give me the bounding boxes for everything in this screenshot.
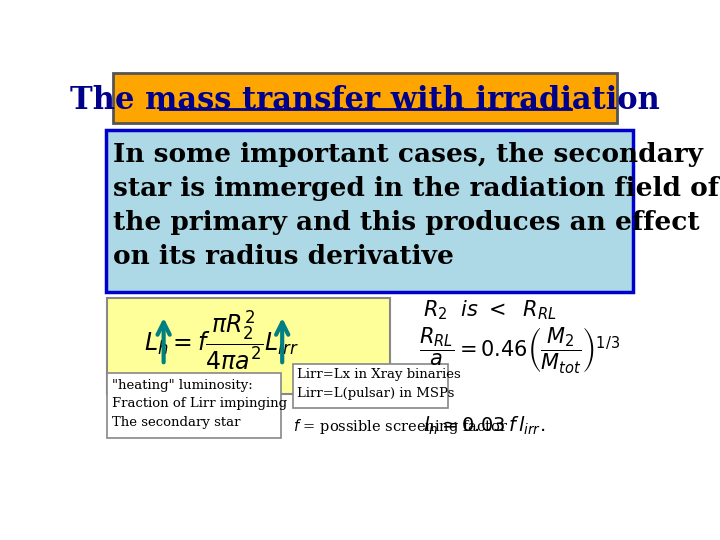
- Text: $R_2$  $is$ $<$  $R_{RL}$: $R_2$ $is$ $<$ $R_{RL}$: [423, 298, 557, 322]
- FancyBboxPatch shape: [106, 130, 632, 292]
- Text: Lirr=Lx in Xray binaries
Lirr=L(pulsar) in MSPs: Lirr=Lx in Xray binaries Lirr=L(pulsar) …: [297, 368, 461, 400]
- FancyBboxPatch shape: [293, 363, 448, 408]
- FancyBboxPatch shape: [107, 298, 390, 394]
- FancyBboxPatch shape: [113, 72, 617, 123]
- Text: The mass transfer with irradiation: The mass transfer with irradiation: [70, 85, 660, 117]
- Text: "heating" luminosity:
Fraction of Lirr impinging
The secondary star: "heating" luminosity: Fraction of Lirr i…: [112, 379, 287, 429]
- Text: In some important cases, the secondary
star is immerged in the radiation field o: In some important cases, the secondary s…: [113, 142, 719, 269]
- Text: $l_h \simeq 0.03\,f\,l_{irr}.$: $l_h \simeq 0.03\,f\,l_{irr}.$: [423, 415, 546, 437]
- Text: $\dfrac{R_{RL}}{a} = 0.46\left(\dfrac{M_2}{M_{tot}}\right)^{1/3}$: $\dfrac{R_{RL}}{a} = 0.46\left(\dfrac{M_…: [419, 325, 621, 375]
- FancyBboxPatch shape: [107, 373, 282, 438]
- Text: $L_h = f\dfrac{\pi R_2^2}{4\pi a^2}L_{irr}$: $L_h = f\dfrac{\pi R_2^2}{4\pi a^2}L_{ir…: [144, 308, 300, 373]
- Text: $f$ = possible screening factor: $f$ = possible screening factor: [293, 417, 508, 436]
